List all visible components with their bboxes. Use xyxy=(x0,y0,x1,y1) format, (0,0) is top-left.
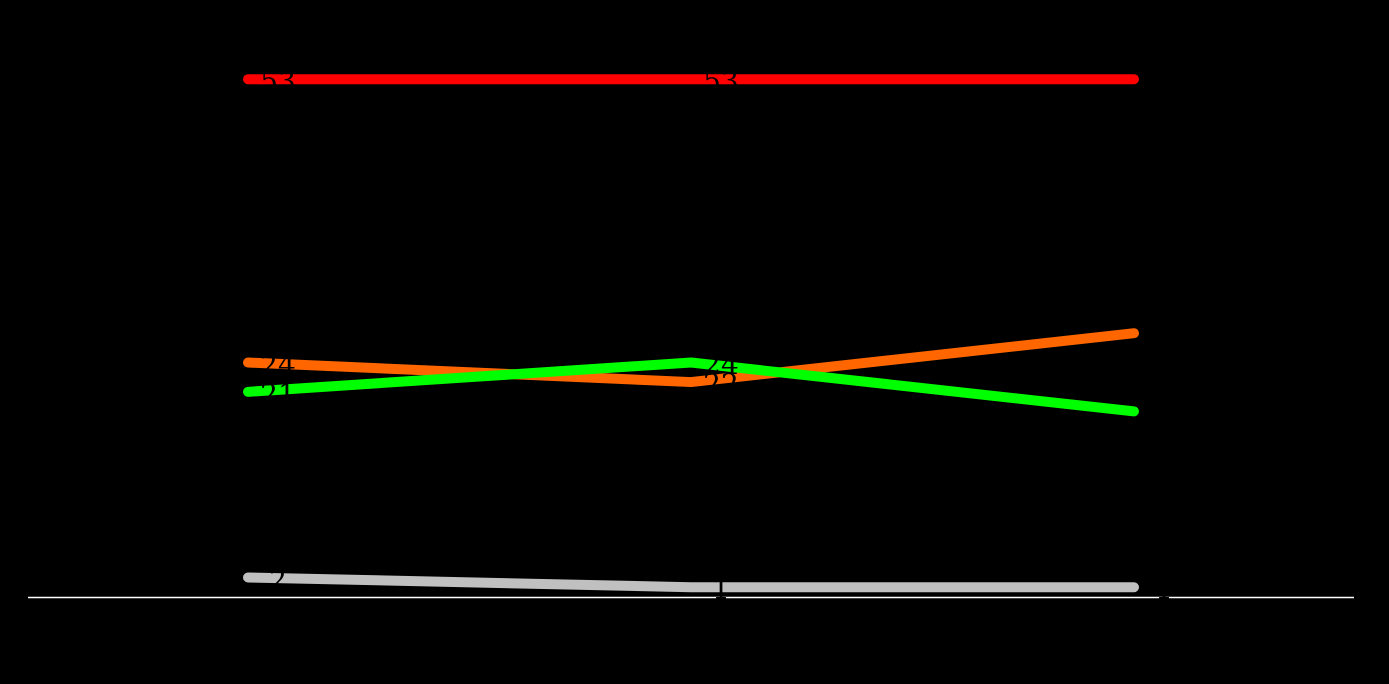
data-label: 1 xyxy=(712,573,730,606)
data-label: 2 xyxy=(269,563,287,596)
data-label: 53 xyxy=(703,65,739,98)
data-label: 22 xyxy=(703,368,739,401)
data-label: 24 xyxy=(703,348,739,381)
data-label: 24 xyxy=(260,348,296,381)
data-label: 19 xyxy=(1146,397,1182,430)
data-label: 21 xyxy=(260,377,296,410)
series-line xyxy=(243,328,1139,388)
series-line xyxy=(243,572,1139,593)
series-line xyxy=(243,357,1139,417)
data-label: 53 xyxy=(260,65,296,98)
data-label: 27 xyxy=(1146,319,1182,352)
data-label: 1 xyxy=(1155,573,1173,606)
data-label: 53 xyxy=(1146,65,1182,98)
